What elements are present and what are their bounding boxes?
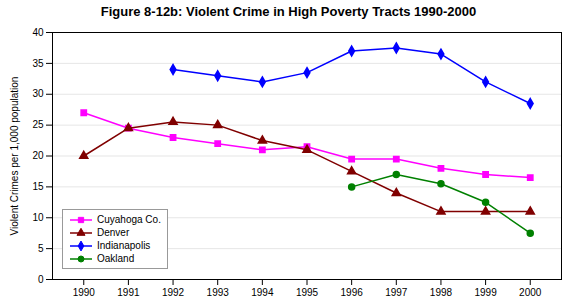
- svg-text:1998: 1998: [430, 287, 453, 298]
- svg-text:1995: 1995: [296, 287, 319, 298]
- html-text:Indianapolis: Indianapolis: [97, 240, 151, 251]
- html-text:Cuyahoga Co.: Cuyahoga Co.: [97, 214, 161, 225]
- svg-text:1999: 1999: [474, 287, 497, 298]
- svg-text:1993: 1993: [207, 287, 230, 298]
- svg-text:2000: 2000: [519, 287, 542, 298]
- svg-text:1997: 1997: [385, 287, 408, 298]
- svg-text:10: 10: [32, 212, 44, 223]
- svg-text:25: 25: [32, 119, 44, 130]
- svg-text:1991: 1991: [117, 287, 140, 298]
- svg-text:20: 20: [32, 150, 44, 161]
- svg-text:1996: 1996: [341, 287, 364, 298]
- svg-text:30: 30: [32, 88, 44, 99]
- html-text:Denver: Denver: [97, 227, 130, 238]
- svg-text:5: 5: [38, 243, 44, 254]
- svg-text:1994: 1994: [251, 287, 274, 298]
- svg-text:1990: 1990: [73, 287, 96, 298]
- html-text:Figure 8-12b: Violent Crime in: Figure 8-12b: Violent Crime in High Pove…: [100, 4, 477, 19]
- svg-text:Violent Crimes per 1,000 popul: Violent Crimes per 1,000 population: [9, 77, 20, 236]
- svg-text:1992: 1992: [162, 287, 185, 298]
- html-text:Oakland: Oakland: [97, 253, 135, 264]
- svg-text:40: 40: [32, 27, 44, 38]
- svg-text:15: 15: [32, 181, 44, 192]
- svg-text:0: 0: [38, 274, 44, 285]
- svg-text:35: 35: [32, 58, 44, 69]
